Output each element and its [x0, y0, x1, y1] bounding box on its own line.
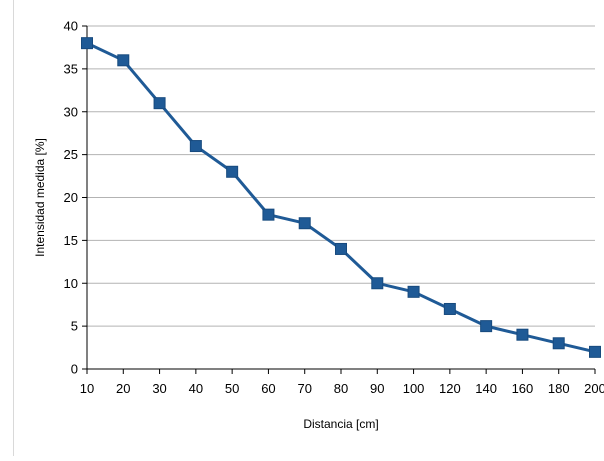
panel-divider — [13, 0, 14, 456]
x-tick-label: 90 — [370, 381, 384, 396]
x-tick-label: 120 — [439, 381, 461, 396]
data-point — [226, 165, 239, 178]
data-point — [335, 242, 347, 255]
x-tick-label: 100 — [403, 381, 425, 396]
data-point — [81, 37, 93, 50]
x-tick-label: 20 — [116, 381, 130, 396]
data-point — [371, 277, 384, 290]
data-point — [552, 337, 565, 350]
x-tick-label: 140 — [475, 381, 497, 396]
data-point — [153, 97, 166, 110]
y-tick-label: 40 — [64, 19, 78, 34]
y-tick-label: 25 — [64, 147, 78, 162]
data-point — [407, 285, 420, 298]
data-point — [589, 345, 601, 358]
x-tick-label: 50 — [225, 381, 239, 396]
x-tick-label: 160 — [512, 381, 534, 396]
y-tick-label: 5 — [71, 319, 78, 334]
y-tick-label: 20 — [64, 190, 78, 205]
data-point — [480, 320, 493, 333]
x-tick-label: 40 — [189, 381, 203, 396]
y-axis-title: Intensidad medida [%] — [33, 138, 47, 257]
y-tick-label: 30 — [64, 104, 78, 119]
data-point — [262, 208, 275, 221]
data-point — [443, 302, 456, 315]
y-tick-label: 10 — [64, 276, 78, 291]
x-axis-title: Distancia [cm] — [303, 417, 378, 431]
data-point — [189, 140, 202, 153]
y-tick-label: 0 — [71, 362, 78, 377]
data-point — [117, 54, 130, 67]
x-tick-label: 30 — [152, 381, 166, 396]
data-point — [516, 328, 529, 341]
x-tick-label: 10 — [80, 381, 94, 396]
x-tick-label: 80 — [334, 381, 348, 396]
y-tick-label: 15 — [64, 233, 78, 248]
y-tick-label: 35 — [64, 61, 78, 76]
data-point — [298, 217, 311, 230]
x-tick-label: 70 — [297, 381, 311, 396]
x-tick-label: 200 — [584, 381, 604, 396]
x-tick-label: 60 — [261, 381, 275, 396]
x-tick-label: 180 — [548, 381, 570, 396]
